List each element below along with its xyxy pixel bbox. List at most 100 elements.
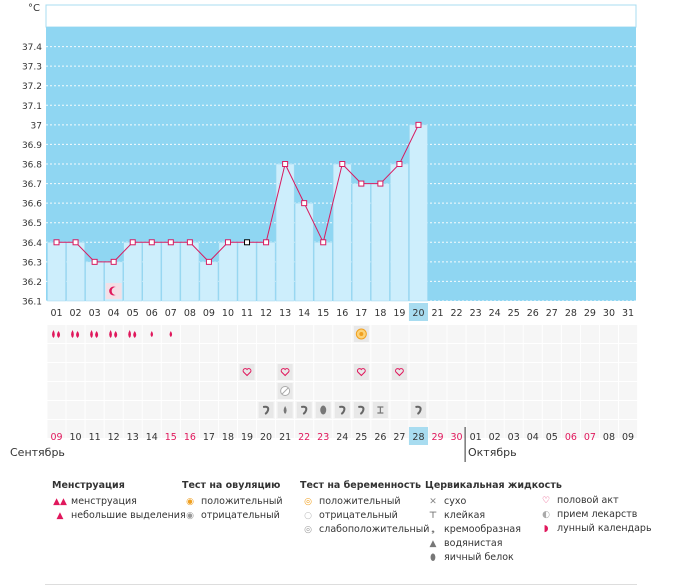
symbol-cell <box>466 325 485 343</box>
legend-label: небольшие выделения <box>71 510 186 521</box>
symbol-cell <box>390 325 409 343</box>
bottom-divider <box>45 584 637 585</box>
temperature-point <box>205 258 212 265</box>
symbol-cell <box>523 401 542 419</box>
day-label: 16 <box>336 308 348 319</box>
day-axis: 01 02 03 04 05 06 07 08 09 10 11 12 13 14 15 16 17 18 19 20… <box>50 303 634 321</box>
day-label: 02 <box>70 308 82 319</box>
cycle-date-label: 25 <box>355 432 367 443</box>
symbol-cell <box>619 344 638 362</box>
symbol-cell <box>523 382 542 400</box>
symbol-cell <box>580 325 599 343</box>
legend-item: ◗ лунный календарь <box>538 522 652 536</box>
symbol-cell <box>580 401 599 419</box>
legend-item: ▲ водянистая <box>425 537 562 551</box>
legend-title: Цервикальная жидкость <box>425 480 562 491</box>
legend-other: ♡ половой акт ◐ прием лекарств ◗ лунный … <box>538 494 652 536</box>
symbol-cell <box>85 382 104 400</box>
legend-title: Менструация <box>52 480 125 491</box>
symbol-cell <box>47 363 66 381</box>
symbol-cell <box>180 401 199 419</box>
cycle-date-label: 09 <box>622 432 634 443</box>
symbol-cell <box>257 382 276 400</box>
cervical-cell-bg <box>410 402 426 418</box>
day-label: 17 <box>355 308 367 319</box>
legend-label: прием лекарств <box>557 509 638 520</box>
symbol-cell <box>85 401 104 419</box>
temperature-point <box>186 239 193 246</box>
temperature-bar <box>371 183 390 302</box>
symbol-cell <box>123 382 142 400</box>
legend-item: ○ отрицательный <box>300 509 429 523</box>
symbol-cell <box>142 401 161 419</box>
temperature-bar <box>256 242 276 302</box>
symbol-cell <box>333 382 352 400</box>
cycle-date-label: 22 <box>298 432 310 443</box>
pill-line <box>281 387 289 395</box>
legend-label: кремообразная <box>444 524 521 535</box>
legend-item: ◎ слабоположительный <box>300 523 429 537</box>
legend-item: ◐ прием лекарств <box>538 508 652 522</box>
symbol-cell <box>180 382 199 400</box>
y-axis-ticks: 36.1 36.2 36.3 36.4 36.5 36.6 36.7 36.8 36.9 37 37… <box>22 43 42 307</box>
y-tick-label: 36.8 <box>22 161 42 171</box>
temperature-point <box>415 121 422 128</box>
y-tick-label: 36.6 <box>22 200 42 210</box>
cycle-date-label: 01 <box>470 432 482 443</box>
symbol-cell <box>466 401 485 419</box>
creamy-icon <box>262 405 270 415</box>
symbol-cell <box>485 382 504 400</box>
cervical-cell-bg <box>258 402 274 418</box>
symbol-cell <box>542 344 561 362</box>
creamy-icon <box>301 405 308 415</box>
chart-top-area <box>45 4 637 28</box>
symbol-cell <box>580 363 599 381</box>
symbol-cell <box>161 401 180 419</box>
symbol-cell <box>161 344 180 362</box>
symbol-cell <box>142 363 161 381</box>
symbol-cell <box>409 382 428 400</box>
y-tick-label: 36.9 <box>22 141 42 151</box>
creamy-icon: ❟ <box>431 525 435 535</box>
symbol-cell <box>428 363 447 381</box>
ovulation-positive-icon: ◉ <box>186 497 194 507</box>
symbol-cell <box>66 420 85 438</box>
legend-label: отрицательный <box>201 510 280 521</box>
symbol-cell <box>352 382 371 400</box>
symbol-cell <box>542 363 561 381</box>
y-tick-label: 36.5 <box>22 219 42 229</box>
symbol-cell <box>542 325 561 343</box>
temperature-point <box>91 258 98 265</box>
temperature-line <box>56 124 419 263</box>
symbol-cell <box>238 420 257 438</box>
symbol-cell <box>390 382 409 400</box>
symbol-cell <box>371 363 390 381</box>
legend-label: менструация <box>71 496 137 507</box>
legend-item: ✕ сухо <box>425 495 562 509</box>
symbol-cell <box>466 420 485 438</box>
cycle-date-label: 14 <box>146 432 158 443</box>
legend-pregnancy: Тест на беременность ◎ положительный ○ о… <box>300 480 429 537</box>
cycle-date-label: 23 <box>317 432 329 443</box>
symbol-cell <box>238 325 257 343</box>
symbol-cell <box>218 401 237 419</box>
temperature-bar <box>123 242 142 302</box>
symbol-cell <box>66 382 85 400</box>
symbol-cell <box>85 325 104 343</box>
symbol-cell <box>104 344 123 362</box>
cycle-date-label: 19 <box>241 432 253 443</box>
symbol-cell <box>218 344 237 362</box>
legend-label: слабоположительный <box>319 524 430 535</box>
cycle-date-label: 28 <box>412 432 424 443</box>
heart-icon <box>280 368 290 377</box>
legend-label: половой акт <box>557 495 619 506</box>
symbol-cell <box>66 325 85 343</box>
cervical-cell-bg <box>353 402 369 418</box>
cycle-date-label: 06 <box>565 432 577 443</box>
symbol-cell <box>599 382 618 400</box>
creamy-icon <box>358 405 365 415</box>
heart-cell-bg <box>277 364 293 380</box>
legend-menstruation: Менструация ▲▲ менструация ▲ небольшие в… <box>52 480 186 523</box>
day-label: 08 <box>184 308 196 319</box>
temperature-point <box>148 239 155 246</box>
